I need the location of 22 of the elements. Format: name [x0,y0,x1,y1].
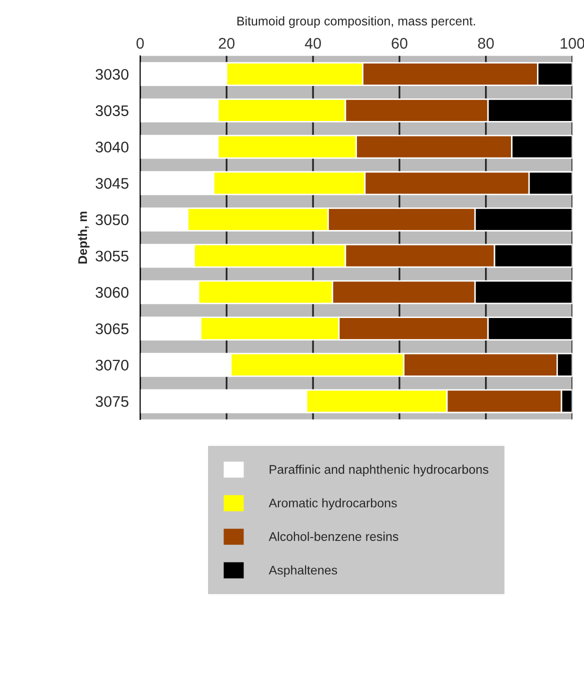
x-tick-label: 60 [392,38,408,49]
y-tick-label: 3050 [96,214,128,226]
legend-label: Alcohol-benzene resins [268,532,398,541]
y-tick-label: 3055 [96,250,128,262]
y-tick-label: 3045 [96,178,128,189]
x-tick-label: 20 [218,38,234,49]
x-tick-label: 0 [136,38,144,49]
legend-label: Aromatic hydrocarbons [268,498,397,510]
y-axis-title: Depth, m [78,212,90,264]
x-tick-label: 100 [560,38,584,49]
chart-title: Bitumoid group composition, mass percent. [237,16,475,28]
y-tick-label: 3060 [96,287,128,298]
legend-label: Asphaltenes [268,565,338,578]
y-tick-label: 3040 [96,142,128,152]
legend-label: Paraffinic and naphthenic hydrocarbons [270,464,488,476]
x-tick-label: 80 [478,38,494,49]
y-tick-label: 3065 [96,323,128,334]
y-tick-label: 3075 [96,396,128,407]
y-tick-label: 3035 [96,105,128,116]
y-tick-label: 3070 [96,360,128,371]
x-tick-label: 40 [304,38,321,49]
y-tick-label: 3030 [96,68,128,80]
